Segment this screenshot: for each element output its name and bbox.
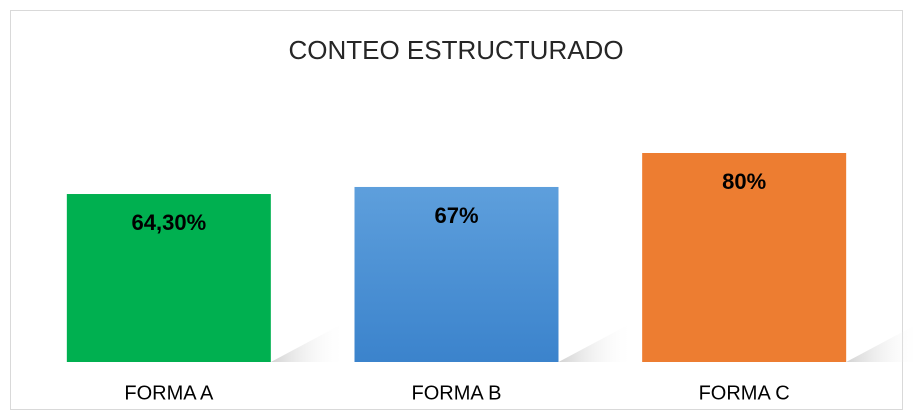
- value-label: 64,30%: [132, 210, 207, 235]
- chart-title: CONTEO ESTRUCTURADO: [288, 35, 623, 65]
- bar-shadow: [270, 322, 346, 362]
- bar-shadow: [558, 322, 634, 362]
- bar: [642, 153, 847, 362]
- value-label: 80%: [722, 169, 766, 194]
- x-tick-label: FORMA B: [411, 382, 501, 404]
- bar: [354, 186, 559, 362]
- x-tick-label: FORMA A: [124, 382, 214, 404]
- bar: [66, 194, 271, 362]
- value-label: 67%: [434, 203, 478, 228]
- x-tick-label: FORMA C: [699, 382, 790, 404]
- bar-shadow: [846, 326, 913, 362]
